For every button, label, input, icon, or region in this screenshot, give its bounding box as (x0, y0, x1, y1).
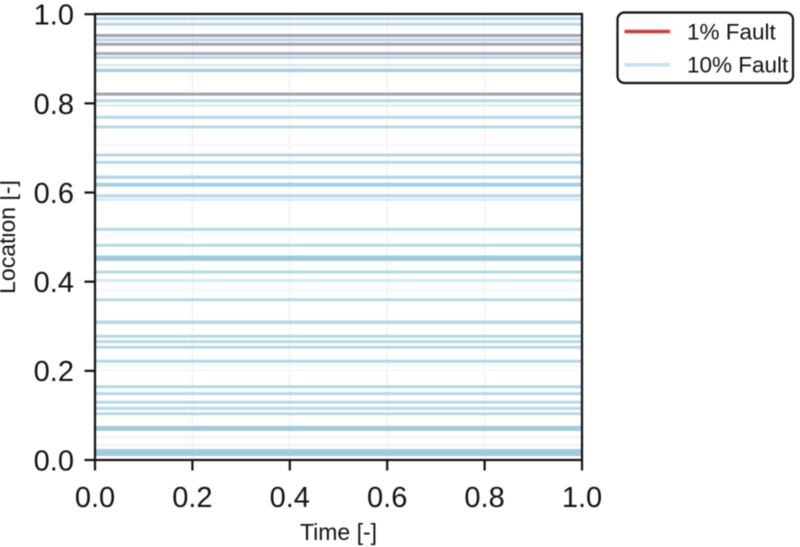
svg-text:0.4: 0.4 (34, 267, 74, 299)
svg-text:0.4: 0.4 (270, 482, 310, 514)
svg-text:Time [-]: Time [-] (300, 519, 377, 545)
svg-text:0.0: 0.0 (75, 482, 115, 514)
svg-text:0.8: 0.8 (464, 482, 504, 514)
svg-text:Location [-]: Location [-] (0, 180, 20, 294)
svg-text:1.0: 1.0 (562, 482, 602, 514)
svg-text:0.2: 0.2 (34, 356, 74, 388)
svg-text:0.6: 0.6 (367, 482, 407, 514)
svg-text:10% Fault: 10% Fault (687, 53, 789, 78)
svg-text:0.0: 0.0 (34, 445, 74, 477)
svg-text:1% Fault: 1% Fault (687, 19, 777, 44)
svg-text:0.8: 0.8 (34, 89, 74, 121)
svg-text:0.2: 0.2 (172, 482, 212, 514)
svg-text:1.0: 1.0 (34, 0, 74, 32)
svg-text:0.6: 0.6 (34, 178, 74, 210)
